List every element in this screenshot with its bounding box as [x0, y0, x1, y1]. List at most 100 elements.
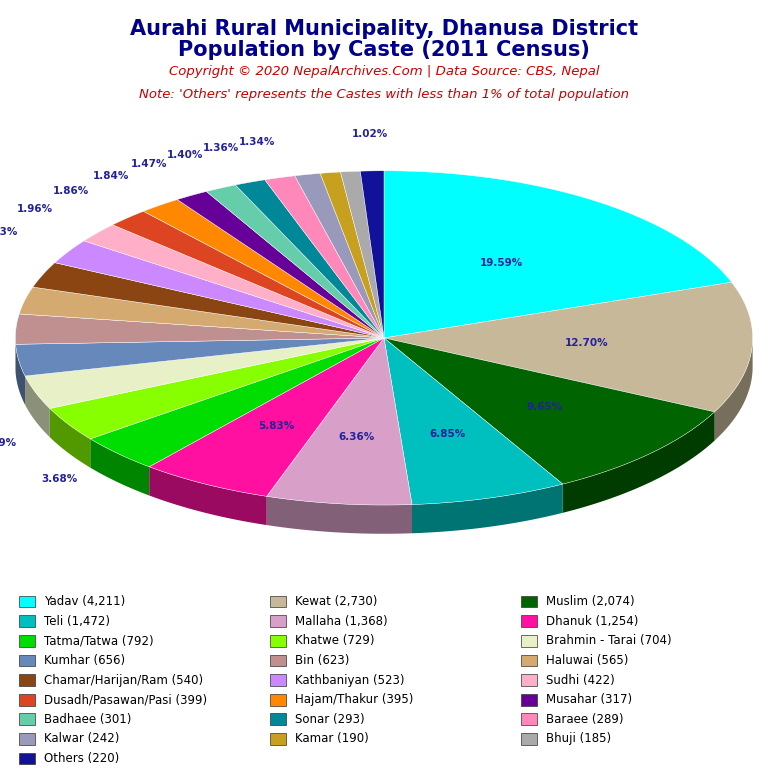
Polygon shape — [19, 287, 384, 338]
Polygon shape — [236, 180, 384, 338]
Polygon shape — [384, 282, 753, 412]
Text: Aurahi Rural Municipality, Dhanusa District: Aurahi Rural Municipality, Dhanusa Distr… — [130, 19, 638, 39]
Text: 2.43%: 2.43% — [0, 227, 17, 237]
Text: Dusadh/Pasawan/Pasi (399): Dusadh/Pasawan/Pasi (399) — [45, 694, 207, 707]
Polygon shape — [149, 467, 266, 525]
Text: Kalwar (242): Kalwar (242) — [45, 733, 120, 746]
Polygon shape — [25, 376, 50, 437]
Text: Haluwai (565): Haluwai (565) — [546, 654, 628, 667]
Text: 6.85%: 6.85% — [429, 429, 465, 439]
Polygon shape — [384, 338, 563, 505]
Polygon shape — [265, 176, 384, 338]
Polygon shape — [113, 211, 384, 338]
Polygon shape — [25, 338, 384, 409]
Polygon shape — [295, 174, 384, 338]
Text: Sudhi (422): Sudhi (422) — [546, 674, 615, 687]
Polygon shape — [384, 338, 714, 484]
Text: Kumhar (656): Kumhar (656) — [45, 654, 125, 667]
Text: 1.84%: 1.84% — [92, 171, 129, 181]
Polygon shape — [266, 496, 412, 534]
FancyBboxPatch shape — [19, 733, 35, 745]
FancyBboxPatch shape — [19, 654, 35, 667]
Text: Yadav (4,211): Yadav (4,211) — [45, 595, 125, 608]
Polygon shape — [91, 439, 149, 495]
Text: Baraee (289): Baraee (289) — [546, 713, 624, 726]
Text: 1.96%: 1.96% — [17, 204, 53, 214]
Text: Kewat (2,730): Kewat (2,730) — [295, 595, 378, 608]
FancyBboxPatch shape — [521, 635, 537, 647]
FancyBboxPatch shape — [521, 654, 537, 667]
FancyBboxPatch shape — [521, 694, 537, 706]
Text: 5.83%: 5.83% — [259, 421, 295, 431]
Text: Teli (1,472): Teli (1,472) — [45, 614, 111, 627]
Text: 3.39%: 3.39% — [0, 438, 17, 449]
FancyBboxPatch shape — [270, 635, 286, 647]
FancyBboxPatch shape — [521, 733, 537, 745]
Text: Bin (623): Bin (623) — [295, 654, 349, 667]
Text: Brahmin - Tarai (704): Brahmin - Tarai (704) — [546, 634, 672, 647]
FancyBboxPatch shape — [19, 713, 35, 725]
Polygon shape — [207, 185, 384, 338]
Polygon shape — [15, 344, 25, 405]
Polygon shape — [384, 170, 732, 338]
Text: Chamar/Harijan/Ram (540): Chamar/Harijan/Ram (540) — [45, 674, 204, 687]
Text: Musahar (317): Musahar (317) — [546, 694, 632, 707]
Text: 1.36%: 1.36% — [203, 143, 239, 153]
Text: Kathbaniyan (523): Kathbaniyan (523) — [295, 674, 405, 687]
Text: Bhuji (185): Bhuji (185) — [546, 733, 611, 746]
FancyBboxPatch shape — [270, 674, 286, 686]
FancyBboxPatch shape — [270, 654, 286, 667]
FancyBboxPatch shape — [270, 713, 286, 725]
FancyBboxPatch shape — [19, 615, 35, 627]
Polygon shape — [15, 314, 384, 344]
Text: 9.65%: 9.65% — [526, 402, 562, 412]
FancyBboxPatch shape — [270, 733, 286, 745]
FancyBboxPatch shape — [521, 596, 537, 607]
Text: Sonar (293): Sonar (293) — [295, 713, 365, 726]
FancyBboxPatch shape — [270, 615, 286, 627]
Text: Kamar (190): Kamar (190) — [295, 733, 369, 746]
Text: Tatma/Tatwa (792): Tatma/Tatwa (792) — [45, 634, 154, 647]
Text: 1.34%: 1.34% — [239, 137, 275, 147]
Text: Mallaha (1,368): Mallaha (1,368) — [295, 614, 388, 627]
Polygon shape — [320, 172, 384, 338]
Text: 1.47%: 1.47% — [131, 159, 167, 169]
FancyBboxPatch shape — [270, 596, 286, 607]
Polygon shape — [15, 338, 384, 376]
Polygon shape — [144, 200, 384, 338]
Polygon shape — [84, 225, 384, 338]
FancyBboxPatch shape — [19, 694, 35, 706]
Text: 6.36%: 6.36% — [339, 432, 375, 442]
Text: Others (220): Others (220) — [45, 752, 120, 765]
Polygon shape — [360, 170, 384, 338]
Polygon shape — [177, 191, 384, 338]
Polygon shape — [266, 338, 412, 505]
FancyBboxPatch shape — [521, 615, 537, 627]
Text: Muslim (2,074): Muslim (2,074) — [546, 595, 634, 608]
Polygon shape — [563, 412, 714, 513]
Text: Copyright © 2020 NepalArchives.Com | Data Source: CBS, Nepal: Copyright © 2020 NepalArchives.Com | Dat… — [169, 65, 599, 78]
Text: 1.02%: 1.02% — [352, 129, 388, 139]
Text: 1.40%: 1.40% — [167, 150, 203, 160]
FancyBboxPatch shape — [19, 674, 35, 686]
FancyBboxPatch shape — [19, 635, 35, 647]
FancyBboxPatch shape — [521, 674, 537, 686]
Polygon shape — [340, 171, 384, 338]
Text: 12.70%: 12.70% — [564, 339, 608, 349]
FancyBboxPatch shape — [270, 694, 286, 706]
Text: 19.59%: 19.59% — [479, 258, 523, 268]
Text: Hajam/Thakur (395): Hajam/Thakur (395) — [295, 694, 413, 707]
Polygon shape — [55, 241, 384, 338]
FancyBboxPatch shape — [521, 713, 537, 725]
Polygon shape — [50, 409, 91, 468]
Polygon shape — [33, 263, 384, 338]
Text: Khatwe (729): Khatwe (729) — [295, 634, 375, 647]
Text: 3.68%: 3.68% — [41, 474, 78, 484]
Text: Badhaee (301): Badhaee (301) — [45, 713, 131, 726]
Text: Dhanuk (1,254): Dhanuk (1,254) — [546, 614, 638, 627]
Polygon shape — [91, 338, 384, 467]
Text: Note: 'Others' represents the Castes with less than 1% of total population: Note: 'Others' represents the Castes wit… — [139, 88, 629, 101]
Polygon shape — [149, 338, 384, 496]
Polygon shape — [714, 340, 753, 441]
FancyBboxPatch shape — [19, 753, 35, 764]
